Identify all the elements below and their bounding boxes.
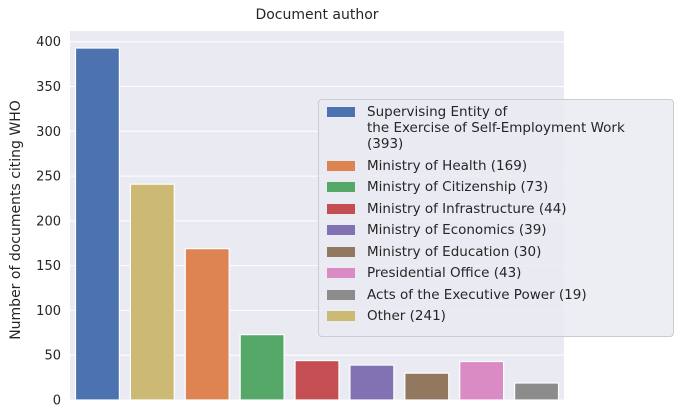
legend-label: Ministry of Infrastructure (44): [367, 200, 567, 217]
y-tick-label: 0: [53, 394, 61, 409]
y-tick-label: 350: [36, 80, 61, 95]
bar: [239, 334, 285, 401]
legend-swatch: [327, 289, 355, 300]
bar: [184, 248, 230, 401]
bar: [404, 372, 450, 401]
y-tick-label: 400: [36, 35, 61, 50]
bar: [459, 360, 505, 401]
legend-swatch: [327, 107, 355, 117]
legend-swatch: [327, 225, 355, 235]
bar: [349, 364, 395, 401]
chart-legend: Supervising Entity of the Exercise of Se…: [318, 99, 674, 337]
legend-item: Ministry of Education (30): [327, 244, 665, 260]
y-tick-label: 100: [36, 304, 61, 319]
legend-item: Ministry of Health (169): [327, 158, 665, 174]
legend-label: Supervising Entity of the Exercise of Se…: [367, 104, 625, 152]
legend-swatch: [327, 203, 355, 214]
legend-label: Ministry of Health (169): [367, 157, 528, 174]
legend-label: Ministry of Citizenship (73): [367, 179, 549, 195]
legend-swatch: [327, 160, 355, 171]
legend-label: Acts of the Executive Power (19): [367, 286, 587, 303]
y-tick-label: 50: [44, 349, 61, 364]
legend-swatch: [327, 246, 355, 257]
legend-swatch: [327, 182, 355, 192]
legend-swatch: [327, 268, 355, 278]
y-tick-label: 200: [36, 214, 61, 229]
y-tick-label: 300: [36, 125, 61, 140]
legend-label: Other (241): [367, 308, 446, 324]
legend-label: Ministry of Economics (39): [367, 222, 547, 238]
legend-item: Presidential Office (43): [327, 265, 665, 281]
legend-item: Ministry of Economics (39): [327, 222, 665, 238]
legend-item: Ministry of Infrastructure (44): [327, 201, 665, 217]
legend-item: Supervising Entity of the Exercise of Se…: [327, 104, 665, 152]
legend-item: Acts of the Executive Power (19): [327, 287, 665, 303]
bar: [294, 359, 340, 401]
legend-swatch: [327, 311, 355, 321]
legend-item: Other (241): [327, 308, 665, 324]
bar: [129, 183, 175, 401]
y-tick-label: 250: [36, 170, 61, 185]
bar: [74, 47, 121, 401]
legend-item: Ministry of Citizenship (73): [327, 179, 665, 195]
legend-label: Presidential Office (43): [367, 265, 522, 281]
bar: [513, 382, 560, 401]
chart-title: Document author: [255, 7, 379, 23]
legend-label: Ministry of Education (30): [367, 243, 542, 260]
y-tick-label: 150: [36, 259, 61, 274]
